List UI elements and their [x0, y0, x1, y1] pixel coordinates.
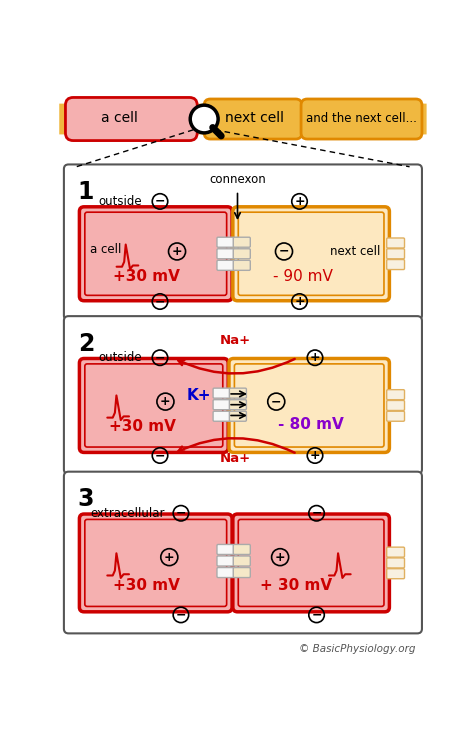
FancyBboxPatch shape — [80, 358, 228, 453]
FancyBboxPatch shape — [213, 399, 230, 410]
FancyBboxPatch shape — [387, 547, 404, 557]
FancyBboxPatch shape — [387, 260, 404, 269]
FancyBboxPatch shape — [217, 568, 234, 577]
Text: - 90 mV: - 90 mV — [273, 269, 333, 283]
FancyBboxPatch shape — [80, 206, 232, 301]
FancyBboxPatch shape — [387, 238, 404, 248]
FancyBboxPatch shape — [80, 514, 232, 612]
FancyBboxPatch shape — [204, 99, 302, 139]
FancyBboxPatch shape — [217, 260, 234, 270]
FancyBboxPatch shape — [233, 556, 250, 566]
FancyBboxPatch shape — [387, 568, 404, 579]
Text: +: + — [160, 395, 171, 408]
FancyBboxPatch shape — [387, 558, 404, 568]
Text: outside: outside — [98, 352, 142, 364]
Text: K+: K+ — [186, 388, 211, 403]
FancyBboxPatch shape — [217, 556, 234, 566]
Text: −: − — [155, 449, 165, 462]
Text: +: + — [164, 551, 174, 564]
FancyBboxPatch shape — [64, 165, 422, 320]
Text: −: − — [155, 195, 165, 208]
Text: +30 mV: +30 mV — [113, 578, 180, 593]
Text: extracellular: extracellular — [90, 506, 165, 520]
FancyBboxPatch shape — [387, 390, 404, 399]
FancyBboxPatch shape — [217, 249, 234, 259]
Text: +: + — [172, 245, 182, 258]
Text: outside: outside — [98, 195, 142, 208]
Text: and the next cell...: and the next cell... — [306, 111, 417, 125]
FancyBboxPatch shape — [233, 545, 250, 554]
Text: +30 mV: +30 mV — [109, 419, 175, 434]
Text: −: − — [155, 295, 165, 308]
FancyBboxPatch shape — [301, 99, 422, 139]
Text: © BasicPhysiology.org: © BasicPhysiology.org — [299, 644, 416, 654]
Text: +30 mV: +30 mV — [113, 269, 180, 283]
Text: 3: 3 — [78, 487, 94, 511]
Text: −: − — [311, 608, 322, 622]
FancyBboxPatch shape — [229, 358, 390, 453]
FancyBboxPatch shape — [233, 514, 390, 612]
Text: −: − — [176, 506, 186, 520]
FancyBboxPatch shape — [229, 411, 246, 421]
FancyBboxPatch shape — [217, 545, 234, 554]
FancyBboxPatch shape — [59, 104, 427, 135]
Text: 2: 2 — [78, 331, 94, 355]
FancyBboxPatch shape — [213, 411, 230, 421]
FancyBboxPatch shape — [233, 237, 250, 248]
FancyBboxPatch shape — [233, 206, 390, 301]
Text: +: + — [310, 449, 320, 462]
FancyBboxPatch shape — [233, 249, 250, 259]
Text: a cell: a cell — [101, 111, 138, 125]
FancyBboxPatch shape — [229, 399, 246, 410]
Text: −: − — [271, 395, 282, 408]
Text: Na+: Na+ — [219, 452, 251, 465]
FancyBboxPatch shape — [213, 388, 230, 398]
Text: connexon: connexon — [209, 173, 266, 186]
Text: - 80 mV: - 80 mV — [278, 417, 344, 432]
FancyBboxPatch shape — [387, 400, 404, 411]
Text: next cell: next cell — [330, 245, 381, 258]
FancyBboxPatch shape — [64, 316, 422, 474]
Text: next cell: next cell — [225, 111, 284, 125]
Text: 1: 1 — [78, 180, 94, 204]
FancyBboxPatch shape — [387, 411, 404, 421]
Text: −: − — [279, 245, 289, 258]
Text: +: + — [310, 352, 320, 364]
FancyBboxPatch shape — [64, 472, 422, 634]
Text: −: − — [155, 352, 165, 364]
Text: +: + — [275, 551, 285, 564]
FancyBboxPatch shape — [387, 249, 404, 259]
Text: +: + — [294, 195, 305, 208]
FancyBboxPatch shape — [233, 568, 250, 577]
Text: + 30 mV: + 30 mV — [260, 578, 332, 593]
Text: +: + — [294, 295, 305, 308]
Text: Na+: Na+ — [219, 334, 251, 347]
FancyBboxPatch shape — [65, 97, 197, 141]
FancyBboxPatch shape — [217, 237, 234, 248]
Circle shape — [190, 105, 218, 133]
Text: −: − — [176, 608, 186, 622]
FancyBboxPatch shape — [233, 260, 250, 270]
FancyBboxPatch shape — [229, 388, 246, 398]
Text: a cell: a cell — [90, 243, 122, 257]
Text: −: − — [311, 506, 322, 520]
